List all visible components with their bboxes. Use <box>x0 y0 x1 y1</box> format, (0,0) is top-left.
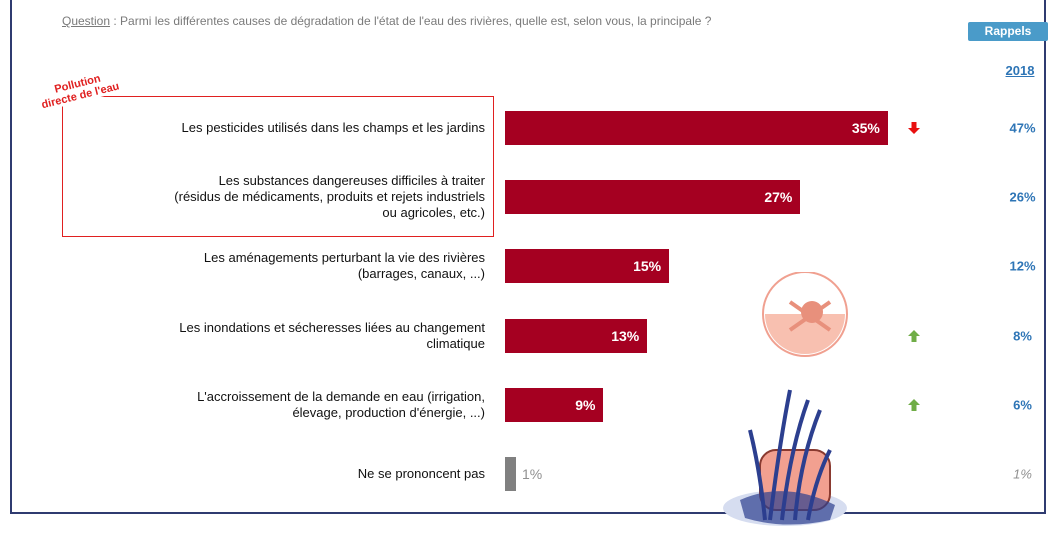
category-label: Les inondations et sécheresses liées au … <box>45 320 485 352</box>
recall-value: 12% <box>995 259 1050 274</box>
recall-value: 1% <box>995 467 1050 482</box>
bar <box>505 457 516 491</box>
arrow-shape <box>908 122 920 134</box>
category-label: L'accroissement de la demande en eau (ir… <box>45 389 485 421</box>
question-label: Question <box>62 14 110 28</box>
skull-icon <box>760 272 860 362</box>
trend-arrow-down <box>908 122 920 134</box>
reeds-illustration <box>720 380 850 538</box>
recall-value: 47% <box>995 121 1050 136</box>
trend-arrow-up <box>908 399 920 411</box>
value-label: 1% <box>516 466 550 482</box>
recall-year: 2018 <box>990 63 1050 78</box>
value-label: 35% <box>852 120 888 136</box>
question-text: : Parmi les différentes causes de dégrad… <box>113 14 711 28</box>
recall-value: 26% <box>995 190 1050 205</box>
recall-value: 8% <box>995 328 1050 343</box>
value-label: 9% <box>575 397 603 413</box>
annotation-box <box>62 96 494 237</box>
value-label: 15% <box>633 258 669 274</box>
recall-badge: Rappels <box>968 22 1048 41</box>
arrow-shape <box>908 399 920 411</box>
bar <box>505 180 800 214</box>
trend-arrow-up <box>908 330 920 342</box>
recall-value: 6% <box>995 397 1050 412</box>
category-label: Ne se prononcent pas <box>45 466 485 482</box>
value-label: 27% <box>764 189 800 205</box>
value-label: 13% <box>611 328 647 344</box>
category-label: Les aménagements perturbant la vie des r… <box>45 250 485 282</box>
arrow-shape <box>908 330 920 342</box>
bar <box>505 111 888 145</box>
slide: Question : Parmi les différentes causes … <box>0 0 1060 538</box>
question: Question : Parmi les différentes causes … <box>62 14 711 28</box>
